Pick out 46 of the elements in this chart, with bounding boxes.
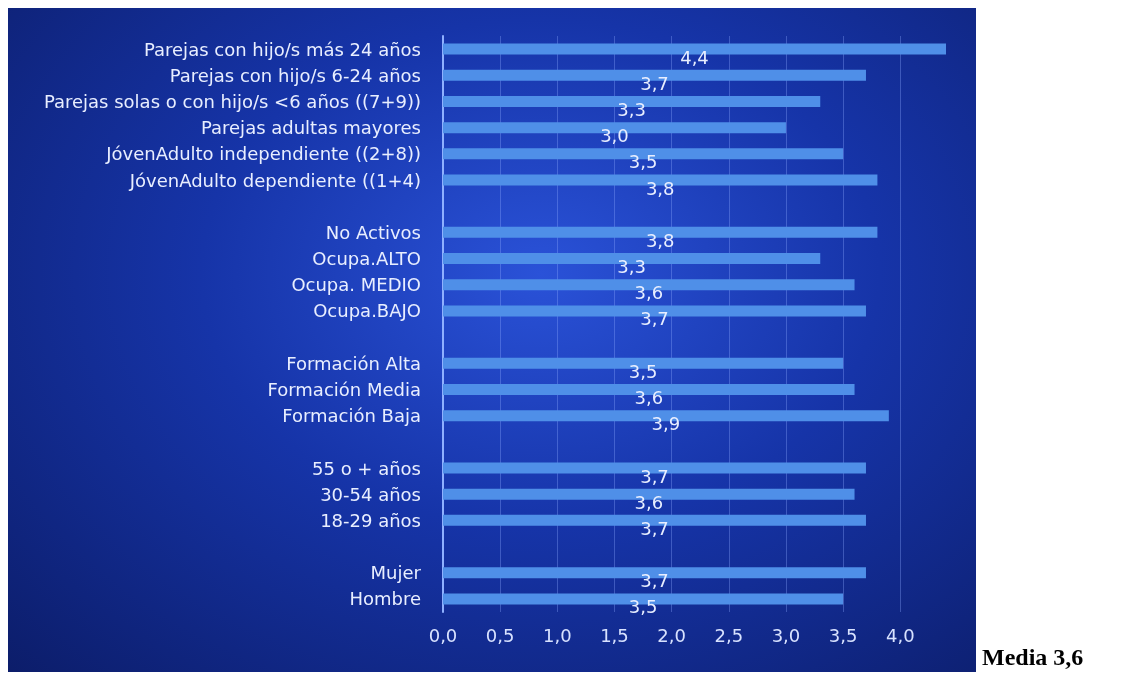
y-tick-label: Mujer — [370, 562, 422, 584]
x-tick-label: 1,5 — [600, 624, 629, 646]
data-label: 3,9 — [651, 413, 681, 435]
x-tick-label: 3,5 — [828, 624, 858, 646]
y-tick-label: Ocupa.ALTO — [312, 248, 421, 270]
y-tick-label: JóvenAdulto independiente ((2+8)) — [105, 143, 421, 165]
data-label: 3,8 — [645, 229, 675, 251]
y-tick-label: 18-29 años — [320, 509, 421, 531]
y-tick-label: Formación Alta — [286, 352, 421, 374]
x-tick-label: 0,0 — [428, 624, 458, 646]
y-tick-label: 55 o + años — [312, 457, 421, 479]
data-label: 3,5 — [628, 360, 658, 382]
data-label: 3,3 — [617, 98, 646, 120]
y-tick-label: Ocupa.BAJO — [313, 300, 421, 322]
text: Media 3,6 — [982, 644, 1084, 671]
data-label: 3,7 — [640, 308, 669, 330]
x-tick-label: 0,5 — [485, 624, 515, 646]
data-label: 4,4 — [680, 46, 709, 68]
data-label: 3,0 — [600, 125, 629, 147]
y-tick-label: Formación Baja — [282, 405, 421, 427]
x-tick-label: 1,0 — [543, 624, 572, 646]
y-tick-label: Hombre — [349, 588, 421, 610]
y-tick-label: 30-54 años — [320, 483, 421, 505]
y-tick-label: Parejas con hijo/s 6-24 años — [169, 64, 421, 86]
y-tick-label: No Activos — [325, 221, 421, 243]
data-label: 3,3 — [617, 256, 646, 278]
data-label: 3,5 — [628, 151, 658, 173]
data-label: 3,5 — [628, 596, 658, 618]
x-tick-label: 2,0 — [657, 624, 686, 646]
y-tick-label: Parejas con hijo/s más 24 años — [143, 38, 421, 60]
data-label: 3,6 — [634, 491, 664, 513]
y-tick-label: Formación Media — [267, 378, 421, 400]
data-label: 3,6 — [634, 282, 664, 304]
y-tick-label: Parejas solas o con hijo/s <6 años ((7+9)) — [43, 90, 421, 112]
data-label: 3,7 — [640, 517, 669, 539]
y-tick-label: Parejas adultas mayores — [200, 117, 421, 139]
data-label: 3,8 — [645, 177, 675, 199]
data-label: 3,7 — [640, 570, 669, 592]
data-label: 3,7 — [640, 72, 669, 94]
data-label: 3,6 — [634, 386, 664, 408]
x-tick-label: 4,0 — [885, 624, 915, 646]
y-tick-label: Ocupa. MEDIO — [291, 274, 421, 296]
data-label: 3,7 — [640, 465, 669, 487]
x-tick-label: 2,5 — [714, 624, 744, 646]
y-tick-label: JóvenAdulto dependiente ((1+4) — [128, 169, 421, 191]
x-tick-label: 3,0 — [771, 624, 801, 646]
